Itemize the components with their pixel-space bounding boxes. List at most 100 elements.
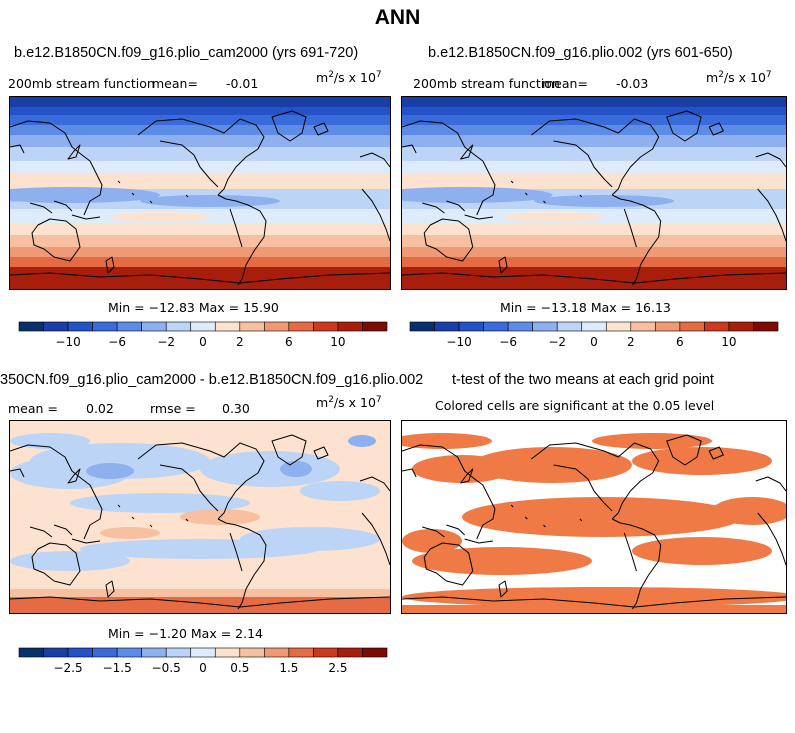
field-anomaly xyxy=(280,461,312,477)
panel-2-colorbar-swatch xyxy=(434,321,460,332)
panel-1-colorbar: −10 −6 −2 0 2 6 10 xyxy=(18,321,388,352)
coastlines xyxy=(10,110,390,286)
panel-2-colorbar-swatch xyxy=(704,321,730,332)
panel-2-colorbar-swatch xyxy=(679,321,705,332)
panel-2-colorbar-swatch xyxy=(655,321,681,332)
field-anomaly xyxy=(140,195,280,207)
significant-region xyxy=(412,455,512,483)
panel-2-colorbar-swatch xyxy=(483,321,509,332)
significant-region xyxy=(412,547,592,575)
panel-2-colorbar-swatch xyxy=(753,321,779,332)
panel-2-colorbar-tick-label: −10 xyxy=(446,335,471,349)
significant-region xyxy=(592,433,712,449)
panel-1-variable: 200mb stream function xyxy=(8,76,155,91)
field-anomaly xyxy=(348,435,376,447)
panel-1-mean-value: -0.01 xyxy=(226,76,259,91)
significant-region xyxy=(632,537,772,565)
panel-3-rmse-value: 0.30 xyxy=(222,401,250,416)
coastline xyxy=(105,256,115,274)
coastline xyxy=(117,504,189,528)
panel-3-mean-value: 0.02 xyxy=(86,401,114,416)
field-anomaly xyxy=(10,175,90,187)
panel-3-colorbar-swatch xyxy=(43,647,69,658)
field-band xyxy=(402,173,786,189)
significant-region xyxy=(472,447,632,483)
coastline xyxy=(359,476,390,492)
field-band xyxy=(10,97,390,107)
field-band xyxy=(10,147,390,161)
panel-3-colorbar-tick-label: −1.5 xyxy=(103,661,132,675)
panel-1-colorbar-swatch xyxy=(362,321,388,332)
coastline xyxy=(271,110,307,142)
panel-3-colorbar-tick-label: −2.5 xyxy=(53,661,82,675)
field-band xyxy=(10,235,390,247)
panel-3-colorbar-swatch xyxy=(288,647,314,658)
panel-3-colorbar-tick-label: 2.5 xyxy=(328,661,347,675)
field-anomaly xyxy=(80,539,320,559)
coastline xyxy=(510,504,583,528)
coastline xyxy=(708,446,724,460)
coastline xyxy=(422,524,494,544)
field-band xyxy=(10,247,390,257)
coastline xyxy=(755,152,786,168)
significant-region xyxy=(402,587,786,607)
coastline xyxy=(623,208,637,248)
coastline xyxy=(10,444,103,540)
coastline xyxy=(361,512,390,566)
field-band xyxy=(402,107,786,115)
panel-2-colorbar-swatch xyxy=(728,321,754,332)
field-band xyxy=(10,115,390,125)
coastline xyxy=(313,446,329,460)
coastline xyxy=(423,542,474,586)
coastlines xyxy=(402,110,786,286)
coastline xyxy=(159,464,219,512)
panel-1-colorbar-swatch xyxy=(214,321,241,332)
panel-3-colorbar-tick-label: 0 xyxy=(199,661,207,675)
coastline xyxy=(137,442,265,520)
coastline xyxy=(313,122,329,136)
panel-1-colorbar-swatch xyxy=(67,321,93,332)
panel-2-mean-label: mean= xyxy=(542,76,588,91)
panel-1-colorbar-tick-label: 6 xyxy=(285,335,293,349)
coastline xyxy=(359,152,390,168)
panel-2-map xyxy=(401,96,787,290)
panel-3-colorbar-swatch xyxy=(92,647,118,658)
panel-3-minmax: Min = −1.20 Max = 2.14 xyxy=(108,626,263,641)
panel-3-colorbar-swatch xyxy=(67,647,93,658)
coastline xyxy=(10,272,390,284)
coastline xyxy=(666,434,702,466)
panel-3-map xyxy=(9,420,391,614)
panel-2-colorbar-tick-label: 2 xyxy=(627,335,635,349)
panel-1-title: b.e12.B1850CN.f09_g16.plio_cam2000 (yrs … xyxy=(14,45,359,61)
panel-2-colorbar-swatch xyxy=(409,321,435,332)
field-band xyxy=(402,125,786,135)
coastline xyxy=(611,194,662,286)
field-band xyxy=(402,115,786,125)
panel-1-mean-label: mean= xyxy=(152,76,198,91)
panel-1-colorbar-swatch xyxy=(190,321,216,332)
panel-2-colorbar-swatch xyxy=(581,321,607,332)
coastline xyxy=(498,580,508,598)
field-anomaly xyxy=(10,187,160,203)
panel-1-colorbar-tick-label: 0 xyxy=(199,335,207,349)
coastline xyxy=(553,464,613,512)
coastline xyxy=(623,532,637,572)
coastline xyxy=(422,200,494,220)
coastline xyxy=(31,218,81,262)
panel-2-colorbar: −10 −6 −2 0 2 6 10 xyxy=(409,321,779,352)
field-anomaly xyxy=(10,551,130,571)
panel-3-colorbar: −2.5 −1.5 −0.5 0 0.5 1.5 2.5 xyxy=(18,647,388,678)
coastline xyxy=(498,256,508,274)
panel-3-colorbar-swatch xyxy=(313,647,339,658)
field-band xyxy=(402,247,786,257)
panel-3-mean-label: mean = xyxy=(8,401,58,416)
coastline xyxy=(553,140,613,188)
panel-2-colorbar-tick-label: −2 xyxy=(548,335,566,349)
panel-2-colorbar-tick-label: −6 xyxy=(499,335,517,349)
panel-3-colorbar-tick-label: −0.5 xyxy=(152,661,181,675)
figure-title: ANN xyxy=(374,6,421,29)
coastline xyxy=(217,518,267,610)
coastline xyxy=(423,218,474,262)
significant-region xyxy=(632,447,772,475)
field-band xyxy=(10,223,390,235)
